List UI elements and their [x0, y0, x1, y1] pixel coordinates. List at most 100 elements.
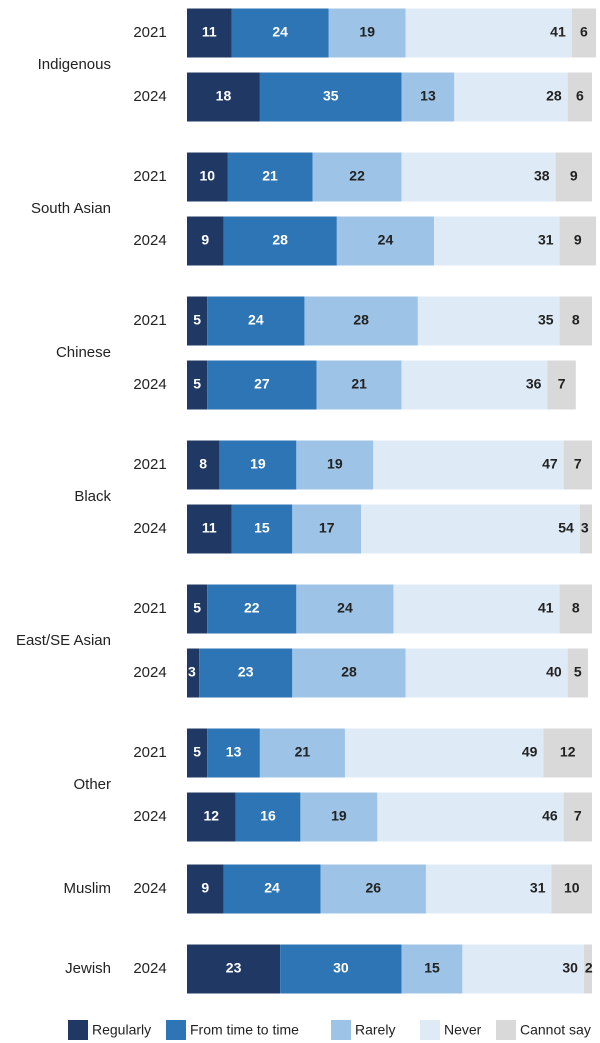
bar-segment: [300, 792, 378, 842]
value-label: 28: [272, 232, 288, 248]
bar-segment: [563, 440, 592, 490]
value-label: 13: [420, 88, 436, 104]
bar-segment: [223, 216, 337, 266]
bar-segment: [320, 864, 426, 914]
value-label: 11: [202, 520, 217, 536]
group-label: East/SE Asian: [16, 632, 111, 649]
value-label: 24: [248, 312, 264, 328]
bar-segment: [571, 8, 597, 58]
value-label: 16: [260, 808, 276, 824]
bar-segment: [579, 504, 592, 554]
value-label: 10: [199, 168, 215, 184]
bar-segment: [187, 728, 208, 778]
bar-segment: [292, 504, 362, 554]
legend-label: From time to time: [190, 1022, 299, 1038]
bar-segment: [219, 440, 297, 490]
legend-swatch: [68, 1020, 88, 1040]
bar-segment: [336, 216, 435, 266]
legend-label: Rarely: [355, 1022, 395, 1038]
value-label: 23: [226, 960, 242, 976]
bar-segment: [559, 296, 592, 346]
year-label: 2021: [133, 312, 166, 329]
year-label: 2021: [133, 600, 166, 617]
year-label: 2024: [133, 376, 166, 393]
bar-segment: [187, 296, 208, 346]
value-label: 5: [193, 744, 201, 760]
bar-segment: [223, 864, 321, 914]
value-label: 28: [353, 312, 369, 328]
bar-segment: [187, 504, 232, 554]
year-label: 2024: [133, 232, 166, 249]
bar-segment: [207, 296, 305, 346]
value-label: 9: [570, 168, 578, 184]
bar-segment: [401, 944, 463, 994]
value-label: 31: [538, 232, 554, 248]
value-label: 21: [295, 744, 311, 760]
bar-segment: [227, 152, 313, 202]
value-label: 6: [576, 88, 584, 104]
value-label: 28: [546, 88, 562, 104]
value-label: 41: [538, 600, 554, 616]
value-label: 7: [558, 376, 566, 392]
value-label: 24: [378, 232, 394, 248]
bar-segment: [555, 152, 592, 202]
bar-segment: [312, 152, 402, 202]
bar-segment: [583, 944, 592, 994]
bar-segment: [259, 72, 402, 122]
value-label: 2: [585, 960, 593, 976]
value-label: 21: [262, 168, 278, 184]
bar-segment: [547, 360, 576, 410]
year-label: 2024: [133, 960, 166, 977]
bar-segment: [551, 864, 592, 914]
bar-segment: [292, 648, 406, 698]
bar-segment: [187, 440, 220, 490]
value-label: 24: [272, 24, 288, 40]
bar-segment: [393, 584, 560, 634]
bar-segment: [296, 584, 394, 634]
group-label: Black: [74, 488, 111, 505]
bar-segment: [187, 360, 208, 410]
bar-segment: [559, 216, 597, 266]
value-label: 5: [574, 664, 582, 680]
bar-segment: [304, 296, 418, 346]
year-label: 2021: [133, 168, 166, 185]
value-label: 22: [244, 600, 260, 616]
bar-segment: [235, 792, 301, 842]
value-label: 7: [574, 808, 582, 824]
value-label: 19: [327, 456, 343, 472]
value-label: 46: [542, 808, 558, 824]
value-label: 3: [581, 520, 589, 536]
bar-segment: [401, 360, 548, 410]
bar-segment: [401, 152, 556, 202]
legend-label: Cannot say: [520, 1022, 591, 1038]
value-label: 24: [264, 880, 280, 896]
value-label: 7: [574, 456, 582, 472]
value-label: 36: [526, 376, 542, 392]
value-label: 19: [250, 456, 266, 472]
value-label: 6: [580, 24, 588, 40]
value-label: 22: [349, 168, 365, 184]
value-label: 31: [530, 880, 546, 896]
year-label: 2021: [133, 744, 166, 761]
bar-segment: [187, 152, 228, 202]
bar-segment: [187, 864, 224, 914]
value-label: 15: [254, 520, 270, 536]
bar-segment: [231, 504, 293, 554]
value-label: 27: [254, 376, 270, 392]
bar-segment: [417, 296, 560, 346]
value-label: 47: [542, 456, 558, 472]
value-label: 11: [202, 24, 217, 40]
legend-label: Regularly: [92, 1022, 151, 1038]
value-label: 8: [572, 312, 580, 328]
bar-segment: [405, 648, 568, 698]
bar-segment: [187, 8, 232, 58]
bar-segment: [187, 944, 281, 994]
bar-segment: [187, 792, 236, 842]
bar-segment: [567, 648, 588, 698]
bar-segment: [207, 584, 297, 634]
value-label: 13: [226, 744, 242, 760]
value-label: 35: [323, 88, 339, 104]
bar-segment: [280, 944, 402, 994]
value-label: 23: [238, 664, 254, 680]
